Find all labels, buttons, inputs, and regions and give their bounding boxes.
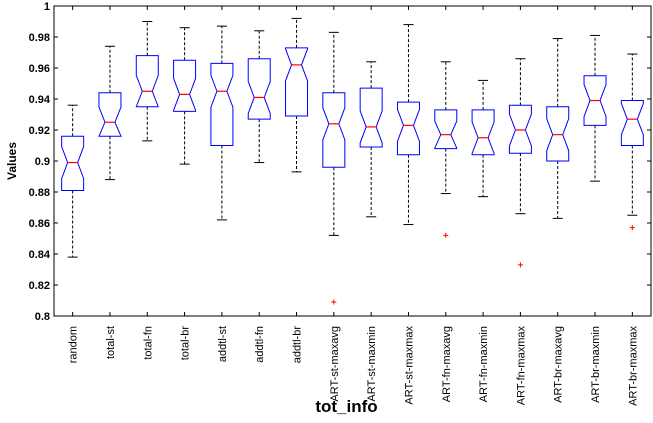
box-ART-st-maxavg [323,32,345,304]
x-tick-label: random [68,326,80,363]
notched-box [621,101,643,146]
notched-box [62,136,84,190]
x-tick-label: ART-br-maxavg [553,326,565,403]
box-ART-st-maxmax [397,25,419,225]
notched-box [174,60,196,111]
x-tick-label: addtl-st [217,326,229,362]
notched-box [99,93,121,136]
notched-box [472,110,494,155]
box-ART-br-maxmin [584,35,606,181]
notched-box [509,105,531,153]
y-tick-label: 1 [44,1,50,13]
y-tick-label: 0.96 [29,63,50,75]
x-tick-label: ART-fn-maxmax [515,326,527,406]
box-series [62,18,644,304]
box-ART-br-maxavg [547,39,569,219]
y-tick-label: 0.94 [29,94,51,106]
y-tick-label: 0.9 [35,156,50,168]
x-tick-label: total-br [180,326,192,361]
y-tick-label: 0.88 [29,187,50,199]
x-tick-label: ART-br-maxmax [627,326,639,406]
box-ART-fn-maxmin [472,80,494,196]
box-addtl-fn [248,31,270,163]
x-axis-ticks: random total-st total-fn total-br addtl-st ad… [68,6,640,406]
x-tick-label: addtl-fn [254,326,266,363]
x-tick-label: addtl-br [292,326,304,364]
y-tick-label: 0.8 [35,311,50,323]
box-ART-fn-maxavg [435,62,457,238]
box-random [62,105,84,257]
box-ART-fn-maxmax [509,59,531,268]
box-ART-st-maxmin [360,62,382,217]
x-tick-label: ART-st-maxmin [366,326,378,402]
x-tick-label: ART-fn-maxavg [441,326,453,402]
x-tick-label: total-st [105,326,117,359]
x-tick-label: ART-st-maxmax [403,326,415,405]
y-axis-label: Values [5,142,19,180]
notched-box [211,63,233,145]
y-tick-label: 0.84 [29,249,51,261]
x-tick-label: total-fn [142,326,154,360]
box-total-br [174,28,196,164]
x-axis-label: tot_info [315,397,377,416]
notched-box [323,93,345,167]
notched-box [286,48,308,116]
y-tick-label: 0.92 [29,125,50,137]
y-tick-label: 0.86 [29,218,50,230]
x-tick-label: ART-br-maxmin [590,326,602,403]
box-addtl-st [211,26,233,220]
notched-box [136,56,158,107]
x-tick-label: ART-fn-maxmin [478,326,490,402]
box-addtl-br [286,18,308,171]
notched-box [248,59,270,119]
y-tick-label: 0.82 [29,280,50,292]
box-ART-br-maxmax [621,54,643,230]
y-tick-label: 0.98 [29,32,50,44]
x-tick-label: ART-st-maxavg [329,326,341,402]
notched-box [360,88,382,147]
notched-box [547,107,569,161]
box-total-st [99,46,121,179]
notched-box [397,102,419,155]
box-total-fn [136,22,158,141]
notched-box [435,110,457,149]
